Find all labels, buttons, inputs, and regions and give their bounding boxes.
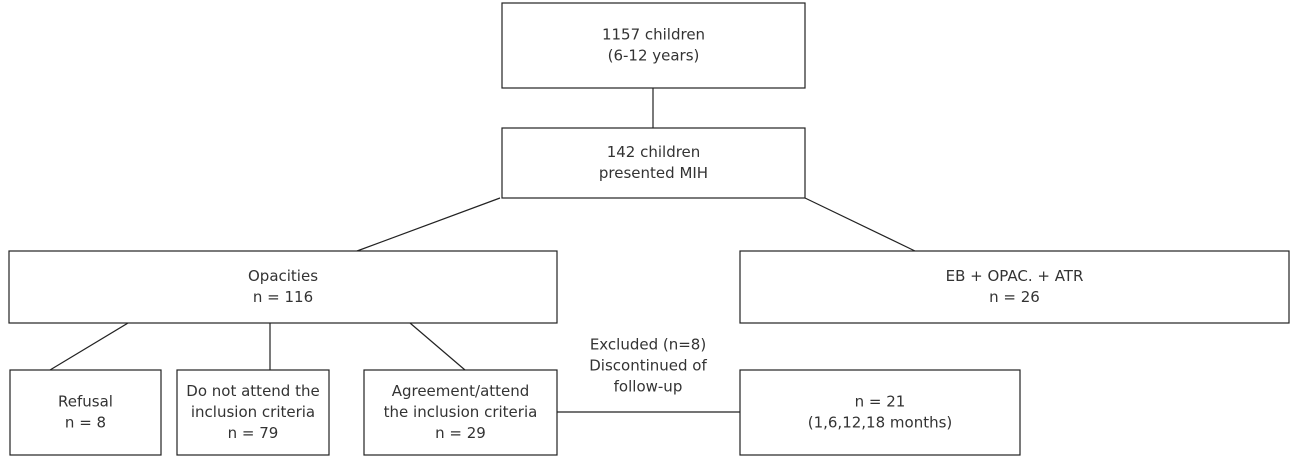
- node-text: n = 116: [253, 288, 313, 306]
- node-text: 142 children: [607, 143, 701, 161]
- node-box: [8, 250, 558, 324]
- node-text: Opacities: [248, 267, 318, 285]
- connectors: [49, 88, 916, 413]
- node-text: n = 21: [855, 393, 906, 411]
- connector: [356, 197, 501, 252]
- connector: [409, 322, 466, 371]
- node-text: the inclusion criteria: [384, 403, 538, 421]
- connector: [49, 322, 129, 371]
- node-text: Refusal: [58, 393, 113, 411]
- node-text: EB + OPAC. + ATR: [946, 267, 1084, 285]
- node-text: follow-up: [614, 378, 683, 396]
- node-text: 1157 children: [602, 26, 705, 44]
- node-text: n = 8: [65, 414, 106, 432]
- node-text: (6-12 years): [608, 47, 700, 65]
- node-box: [501, 127, 806, 199]
- node-box: [176, 369, 330, 456]
- node-text: n = 26: [989, 288, 1040, 306]
- boxes: 1157 children (6-12 years) 142 children pre…: [8, 2, 1290, 456]
- node-text: n = 79: [228, 424, 279, 442]
- node-box: [501, 2, 806, 89]
- node-text: Do not attend the: [186, 382, 319, 400]
- node-text: Discontinued of: [589, 357, 707, 375]
- connector: [804, 197, 916, 252]
- node-box: [739, 250, 1290, 324]
- node-text: Agreement/attend: [392, 382, 530, 400]
- node-box: [363, 369, 558, 456]
- node-text: (1,6,12,18 months): [808, 414, 953, 432]
- node-text: inclusion criteria: [191, 403, 315, 421]
- node-box: [9, 369, 162, 456]
- node-box: [739, 369, 1021, 456]
- node-text: Excluded (n=8): [590, 336, 706, 354]
- node-text: presented MIH: [599, 164, 708, 182]
- node-text: n = 29: [435, 424, 486, 442]
